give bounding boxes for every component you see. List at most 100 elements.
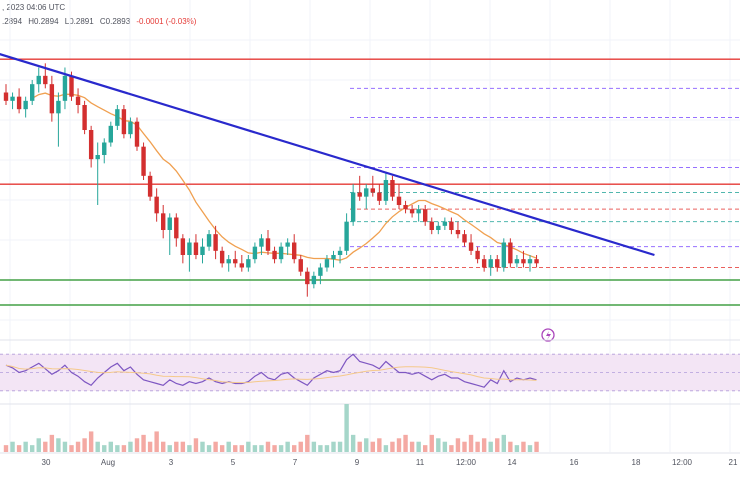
volume-bar [475, 441, 480, 452]
candle [200, 246, 205, 255]
volume-bar [252, 445, 258, 452]
candle [141, 146, 146, 176]
volume-bar [62, 441, 68, 452]
x-tick-label: 7 [293, 458, 298, 467]
candle [508, 242, 513, 264]
volume-bar [161, 441, 166, 452]
rsi-line [5, 353, 537, 388]
volume-bar [30, 445, 35, 452]
candle [390, 180, 395, 197]
candle [521, 259, 526, 264]
candle [534, 259, 539, 264]
volume-bar [403, 434, 408, 452]
candle [213, 234, 218, 251]
volume-bar [442, 441, 448, 452]
candle [377, 192, 382, 201]
volume-bar [95, 441, 100, 452]
candle [82, 105, 87, 130]
volume-bar [377, 438, 382, 452]
volume-bar [390, 441, 395, 452]
candle [88, 130, 94, 160]
candle [115, 109, 120, 126]
candle [265, 238, 271, 251]
candle [501, 242, 506, 268]
volume-bar [508, 441, 513, 452]
candle [350, 192, 356, 222]
x-tick-label: 18 [632, 458, 641, 467]
candle [383, 180, 389, 201]
candle [292, 242, 297, 260]
volume-bar [141, 434, 146, 452]
candle [455, 230, 461, 235]
volume-bar [102, 445, 107, 452]
candle [147, 175, 153, 197]
volume-bar [213, 441, 218, 452]
volume-bar [115, 445, 120, 452]
volume-bar [278, 445, 284, 452]
candle [331, 255, 336, 260]
candle [488, 259, 493, 268]
volume-bar [481, 438, 487, 452]
candle [364, 188, 369, 197]
volume-bar [193, 438, 199, 452]
x-tick-label: 30 [42, 458, 51, 467]
candle [462, 234, 467, 243]
volume-bar [292, 445, 297, 452]
candle [56, 100, 61, 114]
candle [233, 259, 238, 264]
volume-bar [147, 441, 153, 452]
x-tick-label: 3 [169, 458, 174, 467]
volume-bar [416, 441, 421, 452]
volume-bar [331, 441, 336, 452]
candle [344, 221, 349, 251]
candle [527, 259, 533, 264]
candle [357, 192, 362, 197]
candle [318, 267, 323, 276]
volume-bar [187, 445, 192, 452]
moving-average-line [31, 92, 537, 261]
candle [305, 271, 310, 285]
volume-bar [154, 431, 159, 452]
x-tick-label: 11 [416, 458, 425, 467]
volume-bar [449, 445, 454, 452]
volume-bar [88, 431, 94, 452]
candle [252, 246, 258, 260]
volume-bar [10, 441, 15, 452]
candle [495, 259, 500, 268]
volume-bar [357, 441, 362, 452]
rsi-average-line [5, 364, 537, 384]
candle [154, 196, 159, 214]
volume-bar [134, 438, 140, 452]
lightning-icon [546, 331, 551, 340]
x-tick-label: 12:00 [672, 458, 693, 467]
candle [298, 259, 303, 272]
volume-bar [318, 445, 323, 452]
volume-bar [180, 441, 186, 452]
candle [403, 205, 408, 210]
volume-bar [75, 441, 81, 452]
candle [16, 96, 22, 110]
candle [167, 217, 172, 230]
volume-bar [239, 445, 244, 452]
header-low: L0.2891 [64, 17, 94, 26]
candle [285, 242, 290, 247]
candle [95, 155, 100, 160]
volume-bar [226, 441, 231, 452]
x-tick-label: 9 [355, 458, 360, 467]
volume-bar [396, 438, 402, 452]
volume-bar [468, 434, 474, 452]
volume-bar [174, 441, 179, 452]
volume-bar [3, 445, 9, 452]
candle [134, 121, 140, 147]
candle [311, 275, 317, 285]
candle [193, 242, 199, 255]
candle [442, 221, 448, 226]
candle [69, 75, 74, 97]
volume-bar [305, 434, 310, 452]
candle [396, 196, 402, 205]
candle [187, 242, 192, 255]
header-open: .2894 [2, 17, 23, 26]
volume-bar [16, 445, 22, 452]
x-tick-label: 12:00 [456, 458, 477, 467]
